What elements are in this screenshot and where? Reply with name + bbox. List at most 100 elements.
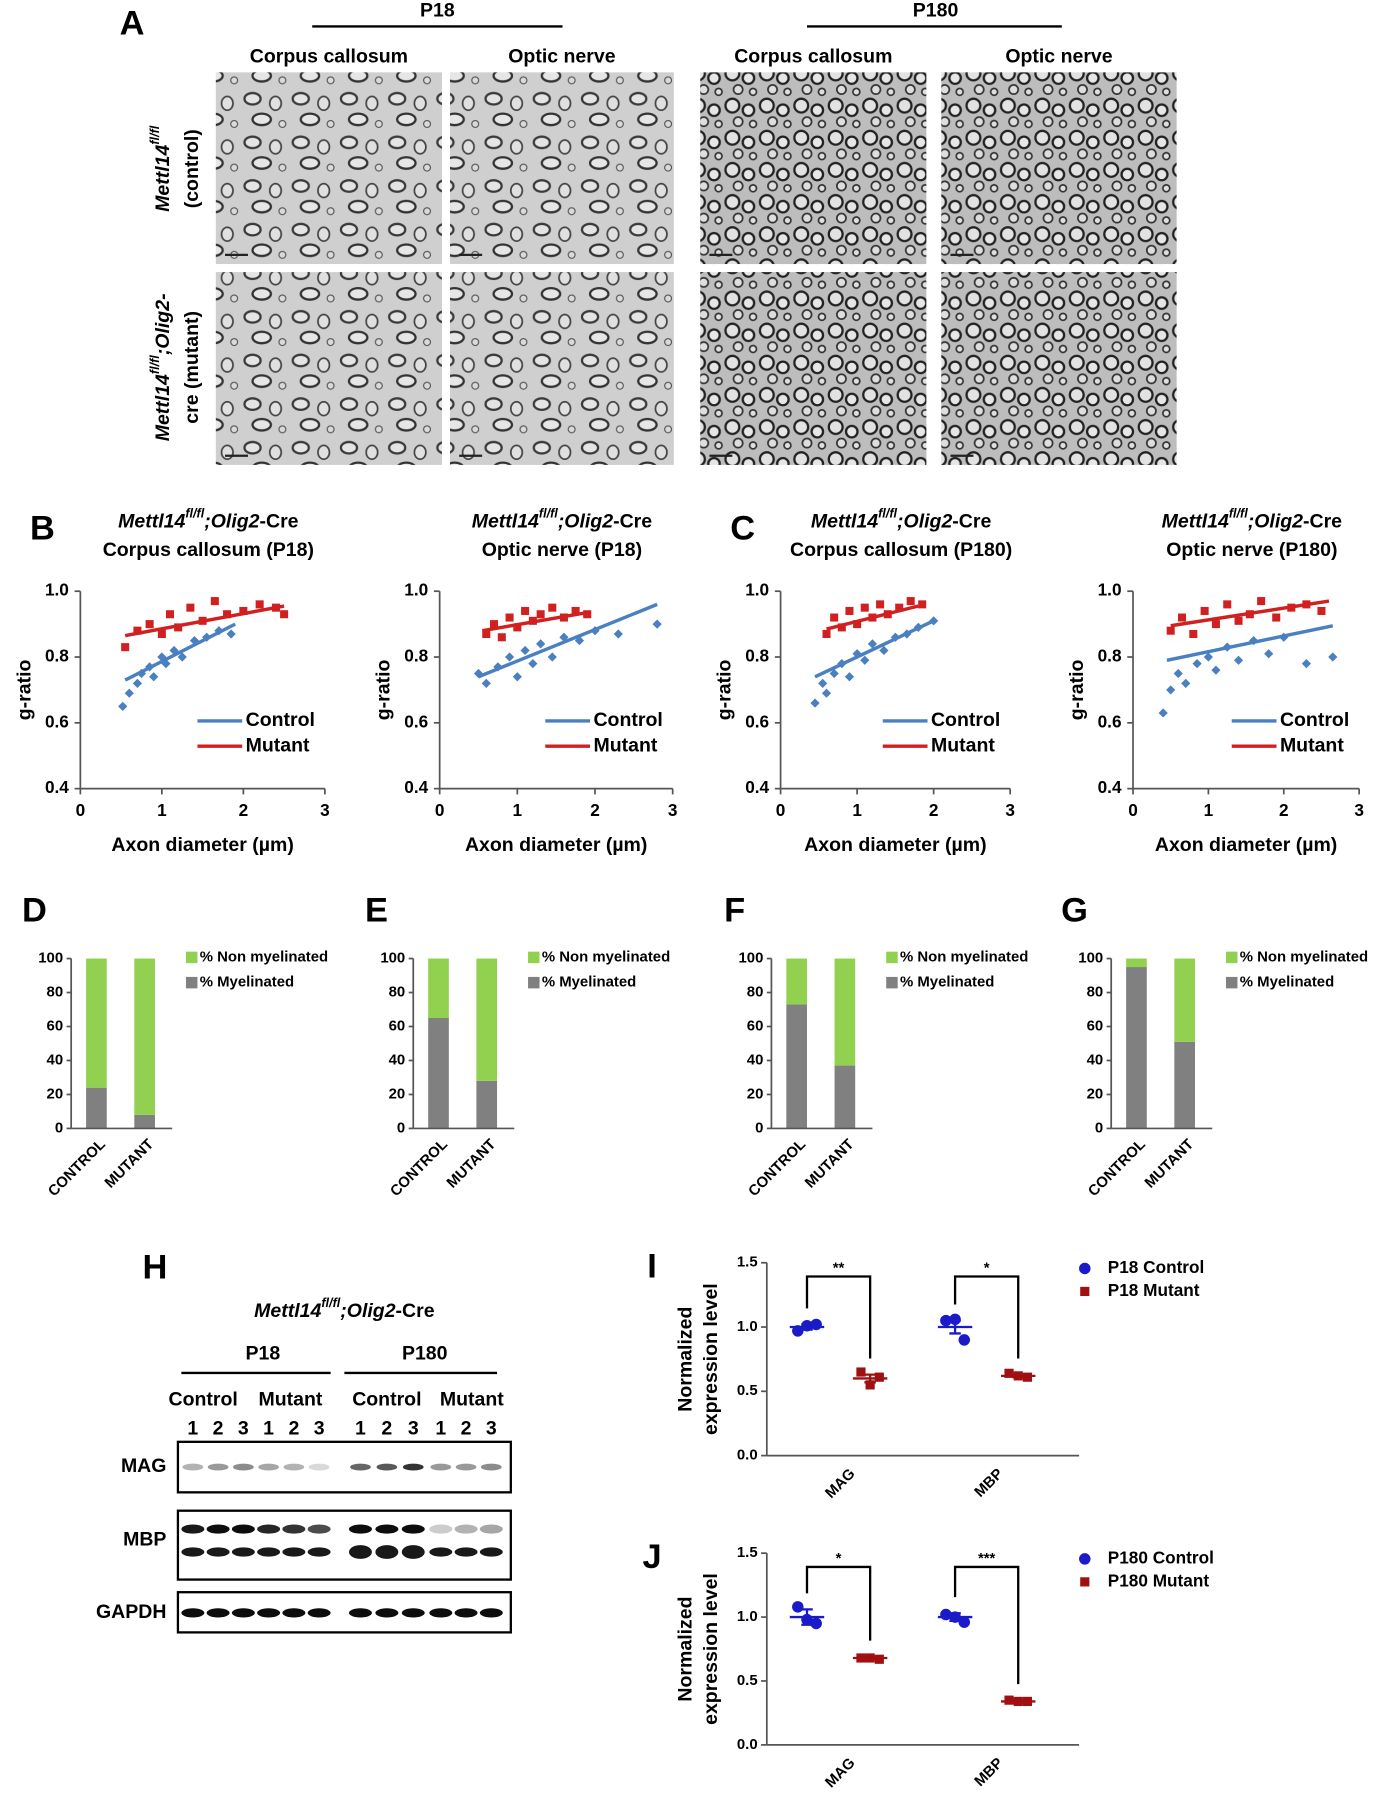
x-tick-label: 1 bbox=[513, 800, 523, 820]
band bbox=[454, 1608, 478, 1618]
panel-label: H bbox=[143, 1249, 168, 1287]
lane-label: 1 bbox=[355, 1417, 366, 1439]
trend-line bbox=[826, 604, 919, 631]
legend-swatch bbox=[185, 976, 198, 989]
x-tick-label: CONTROL bbox=[387, 1136, 451, 1200]
x-axis-label: Axon diameter (µm) bbox=[465, 834, 647, 856]
protein-label: MBP bbox=[123, 1529, 166, 1551]
point bbox=[118, 701, 128, 711]
band bbox=[206, 1547, 230, 1557]
band bbox=[429, 1524, 453, 1534]
legend-label: % Myelinated bbox=[1240, 974, 1334, 991]
band bbox=[479, 1608, 503, 1618]
trend-line bbox=[1166, 624, 1334, 662]
x-tick-label: 3 bbox=[320, 800, 330, 820]
title-cre: -Cre bbox=[396, 1300, 435, 1322]
bar-segment bbox=[1174, 958, 1195, 1042]
band bbox=[181, 1608, 205, 1618]
point bbox=[536, 610, 545, 619]
point bbox=[1166, 685, 1176, 695]
bar-segment bbox=[786, 958, 807, 1005]
trend-line bbox=[124, 622, 236, 682]
y-tick-label: 40 bbox=[747, 1051, 764, 1068]
band bbox=[480, 1463, 502, 1471]
point bbox=[822, 629, 831, 639]
error-bar bbox=[1012, 1698, 1024, 1704]
significance-label: *** bbox=[978, 1550, 996, 1567]
trend-line bbox=[1170, 599, 1330, 628]
title-cre: -Cre bbox=[260, 510, 299, 532]
y-tick-label: 80 bbox=[47, 983, 64, 1000]
panel-title: Mettl14fl/fl;Olig2-Cre bbox=[811, 507, 992, 533]
point bbox=[280, 610, 289, 619]
point bbox=[1301, 659, 1311, 669]
x-tick-label: 2 bbox=[239, 800, 249, 820]
significance-bracket bbox=[953, 1565, 1020, 1685]
blot bbox=[176, 1440, 512, 1494]
y-tick-label: 60 bbox=[47, 1017, 64, 1034]
group-label: Control bbox=[169, 1389, 238, 1411]
micrograph bbox=[215, 72, 442, 265]
legend-label: Control bbox=[1280, 709, 1349, 731]
error-bar bbox=[949, 1612, 961, 1623]
bar-segment bbox=[834, 1065, 856, 1129]
title-allele: fl/fl bbox=[1229, 507, 1248, 521]
band bbox=[231, 1524, 255, 1534]
point bbox=[1181, 678, 1191, 688]
point bbox=[497, 633, 506, 642]
title-allele: fl/fl bbox=[878, 507, 897, 521]
x-tick-label: CONTROL bbox=[1085, 1136, 1149, 1200]
panel-label: C bbox=[730, 509, 755, 547]
x-tick-label: 2 bbox=[929, 800, 939, 820]
error-bar bbox=[801, 1608, 813, 1626]
legend-swatch bbox=[886, 951, 898, 964]
protein-label: MAG bbox=[121, 1455, 166, 1477]
point bbox=[490, 620, 499, 629]
point bbox=[1158, 708, 1168, 718]
y-tick-label: 20 bbox=[747, 1085, 764, 1102]
legend-label: % Non myelinated bbox=[542, 948, 670, 965]
y-tick-label: 0.6 bbox=[404, 711, 428, 731]
row-allele: fl/fl bbox=[148, 125, 162, 144]
point bbox=[652, 619, 662, 629]
y-tick-label: 0 bbox=[1095, 1119, 1103, 1136]
bar-segment bbox=[86, 1087, 107, 1129]
point bbox=[482, 629, 491, 639]
y-tick-label: 0.8 bbox=[745, 646, 769, 666]
lane-label: 3 bbox=[314, 1417, 325, 1439]
band bbox=[181, 1547, 205, 1557]
row-gene: Mettl14 bbox=[152, 144, 174, 211]
legend-label: P180 Mutant bbox=[1108, 1570, 1210, 1590]
band bbox=[307, 1547, 331, 1557]
y-tick-label: 0.6 bbox=[45, 711, 69, 731]
significance-label: * bbox=[984, 1259, 990, 1276]
point bbox=[1234, 616, 1243, 625]
band bbox=[479, 1524, 503, 1534]
group-label: Mutant bbox=[258, 1389, 322, 1411]
point bbox=[874, 1654, 884, 1664]
y-axis-label: g-ratio bbox=[714, 660, 736, 721]
point bbox=[918, 600, 927, 609]
x-tick-label: CONTROL bbox=[45, 1136, 109, 1200]
trend-line bbox=[124, 604, 285, 638]
point bbox=[536, 639, 546, 649]
y-tick-label: 60 bbox=[1087, 1017, 1104, 1034]
point bbox=[1004, 1368, 1014, 1378]
y-axis-label: expression level bbox=[700, 1573, 722, 1725]
legend-label: Mutant bbox=[246, 734, 310, 756]
band bbox=[375, 1524, 399, 1534]
x-tick-label: 3 bbox=[1354, 800, 1364, 820]
band bbox=[430, 1463, 452, 1471]
significance-label: ** bbox=[833, 1259, 845, 1276]
legend-swatch bbox=[1079, 1262, 1091, 1275]
legend-label: Mutant bbox=[931, 734, 995, 756]
point bbox=[1004, 1695, 1014, 1705]
band bbox=[231, 1608, 255, 1618]
error-bar bbox=[801, 1323, 813, 1331]
band bbox=[401, 1524, 425, 1534]
band bbox=[350, 1463, 371, 1471]
panel-subtitle: Corpus callosum (P18) bbox=[103, 539, 314, 561]
point bbox=[940, 1314, 952, 1327]
panel-label: F bbox=[724, 892, 745, 930]
band bbox=[348, 1608, 372, 1618]
